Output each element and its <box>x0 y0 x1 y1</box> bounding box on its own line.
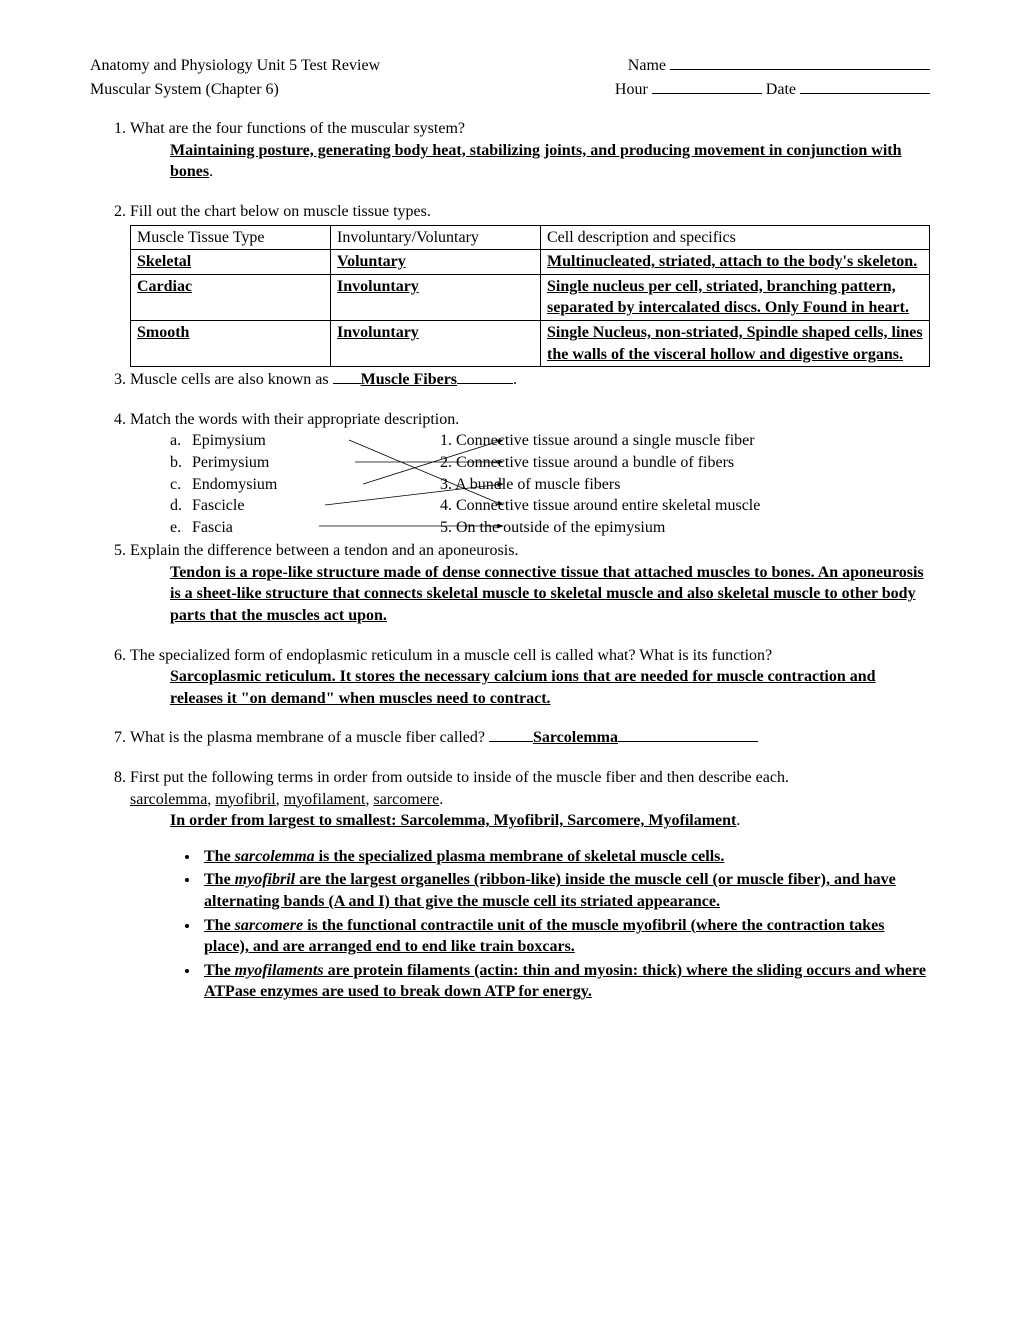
date-blank <box>800 93 930 94</box>
cell: Involuntary <box>337 278 419 295</box>
q8-prompt: First put the following terms in order f… <box>130 769 789 786</box>
match-desc: 4. Connective tissue around entire skele… <box>440 495 760 517</box>
blank <box>489 741 533 742</box>
match-letter: a. <box>170 430 192 452</box>
match-row: c.Endomysium 3. A bundle of muscle fiber… <box>170 474 930 496</box>
name-blank <box>670 69 930 70</box>
match-row: a.Epimysium 1. Connective tissue around … <box>170 430 930 452</box>
q5-answer: Tendon is a rope-like structure made of … <box>170 564 924 624</box>
q3-prompt-post: . <box>513 371 517 388</box>
hour-date-field: Hour Date <box>615 79 930 101</box>
th-desc: Cell description and specifics <box>541 225 930 250</box>
q2-prompt: Fill out the chart below on muscle tissu… <box>130 203 431 220</box>
cell: Skeletal <box>137 253 191 270</box>
bullet-item: The sarcolemma is the specialized plasma… <box>200 846 930 868</box>
name-field: Name <box>628 55 930 77</box>
match-letter: e. <box>170 517 192 539</box>
match-desc: 3. A bundle of muscle fibers <box>440 474 620 496</box>
table-header-row: Muscle Tissue Type Involuntary/Voluntary… <box>131 225 930 250</box>
q1-prompt: What are the four functions of the muscu… <box>130 120 465 137</box>
cell: Voluntary <box>337 253 406 270</box>
q7-prompt-pre: What is the plasma membrane of a muscle … <box>130 729 489 746</box>
q3-prompt-pre: Muscle cells are also known as <box>130 371 333 388</box>
q1-answer: Maintaining posture, generating body hea… <box>170 142 902 181</box>
match-desc: 5. On the outside of the epimysium <box>440 517 665 539</box>
hour-blank <box>652 93 762 94</box>
q3-answer: Muscle Fibers <box>361 371 457 388</box>
bullet-item: The myofibril are the largest organelles… <box>200 869 930 912</box>
tissue-table: Muscle Tissue Type Involuntary/Voluntary… <box>130 225 930 368</box>
match-term: Endomysium <box>192 474 277 496</box>
q8-order-answer: In order from largest to smallest: Sarco… <box>170 812 736 829</box>
date-label: Date <box>766 81 796 98</box>
cell: Cardiac <box>137 278 192 295</box>
match-row: d.Fascicle 4. Connective tissue around e… <box>170 495 930 517</box>
match-desc: 2. Connective tissue around a bundle of … <box>440 452 734 474</box>
cell: Single Nucleus, non-striated, Spindle sh… <box>547 324 923 363</box>
q7-answer: Sarcolemma <box>533 729 618 746</box>
q8-bullet-list: The sarcolemma is the specialized plasma… <box>90 846 930 1003</box>
cell: Involuntary <box>337 324 419 341</box>
th-type: Muscle Tissue Type <box>131 225 331 250</box>
blank <box>618 741 758 742</box>
q5-prompt: Explain the difference between a tendon … <box>130 542 518 559</box>
doc-title-line2: Muscular System (Chapter 6) <box>90 79 279 101</box>
hour-label: Hour <box>615 81 648 98</box>
bullet-item: The myofilaments are protein filaments (… <box>200 960 930 1003</box>
name-label: Name <box>628 57 666 74</box>
q8-terms: sarcolemma, myofibril, myofilament, sarc… <box>130 791 443 808</box>
blank <box>333 383 361 384</box>
q6-prompt: The specialized form of endoplasmic reti… <box>130 647 772 664</box>
question-8: First put the following terms in order f… <box>130 767 930 832</box>
table-row: Skeletal Voluntary Multinucleated, stria… <box>131 250 930 275</box>
match-term: Fascia <box>192 517 233 539</box>
match-desc: 1. Connective tissue around a single mus… <box>440 430 755 452</box>
th-voluntary: Involuntary/Voluntary <box>331 225 541 250</box>
doc-title-line1: Anatomy and Physiology Unit 5 Test Revie… <box>90 55 380 77</box>
question-1: What are the four functions of the muscu… <box>130 118 930 183</box>
q4-prompt: Match the words with their appropriate d… <box>130 411 459 428</box>
table-row: Cardiac Involuntary Single nucleus per c… <box>131 274 930 320</box>
match-row: b.Perimysium 2. Connective tissue around… <box>170 452 930 474</box>
question-7: What is the plasma membrane of a muscle … <box>130 727 930 749</box>
bullet-item: The sarcomere is the functional contract… <box>200 915 930 958</box>
question-5: Explain the difference between a tendon … <box>130 540 930 626</box>
match-term: Perimysium <box>192 452 269 474</box>
match-row: e.Fascia 5. On the outside of the epimys… <box>170 517 930 539</box>
question-4: Match the words with their appropriate d… <box>130 409 930 539</box>
match-letter: d. <box>170 495 192 517</box>
match-term: Epimysium <box>192 430 266 452</box>
question-2: Fill out the chart below on muscle tissu… <box>130 201 930 223</box>
matching-block: a.Epimysium 1. Connective tissue around … <box>130 430 930 538</box>
cell: Single nucleus per cell, striated, branc… <box>547 278 909 317</box>
q6-answer: Sarcoplasmic reticulum. It stores the ne… <box>170 668 876 707</box>
question-6: The specialized form of endoplasmic reti… <box>130 645 930 710</box>
blank <box>457 383 513 384</box>
match-letter: b. <box>170 452 192 474</box>
question-3: Muscle cells are also known as Muscle Fi… <box>130 369 930 391</box>
cell: Smooth <box>137 324 189 341</box>
table-row: Smooth Involuntary Single Nucleus, non-s… <box>131 320 930 366</box>
match-term: Fascicle <box>192 495 244 517</box>
match-letter: c. <box>170 474 192 496</box>
cell: Multinucleated, striated, attach to the … <box>547 253 917 270</box>
